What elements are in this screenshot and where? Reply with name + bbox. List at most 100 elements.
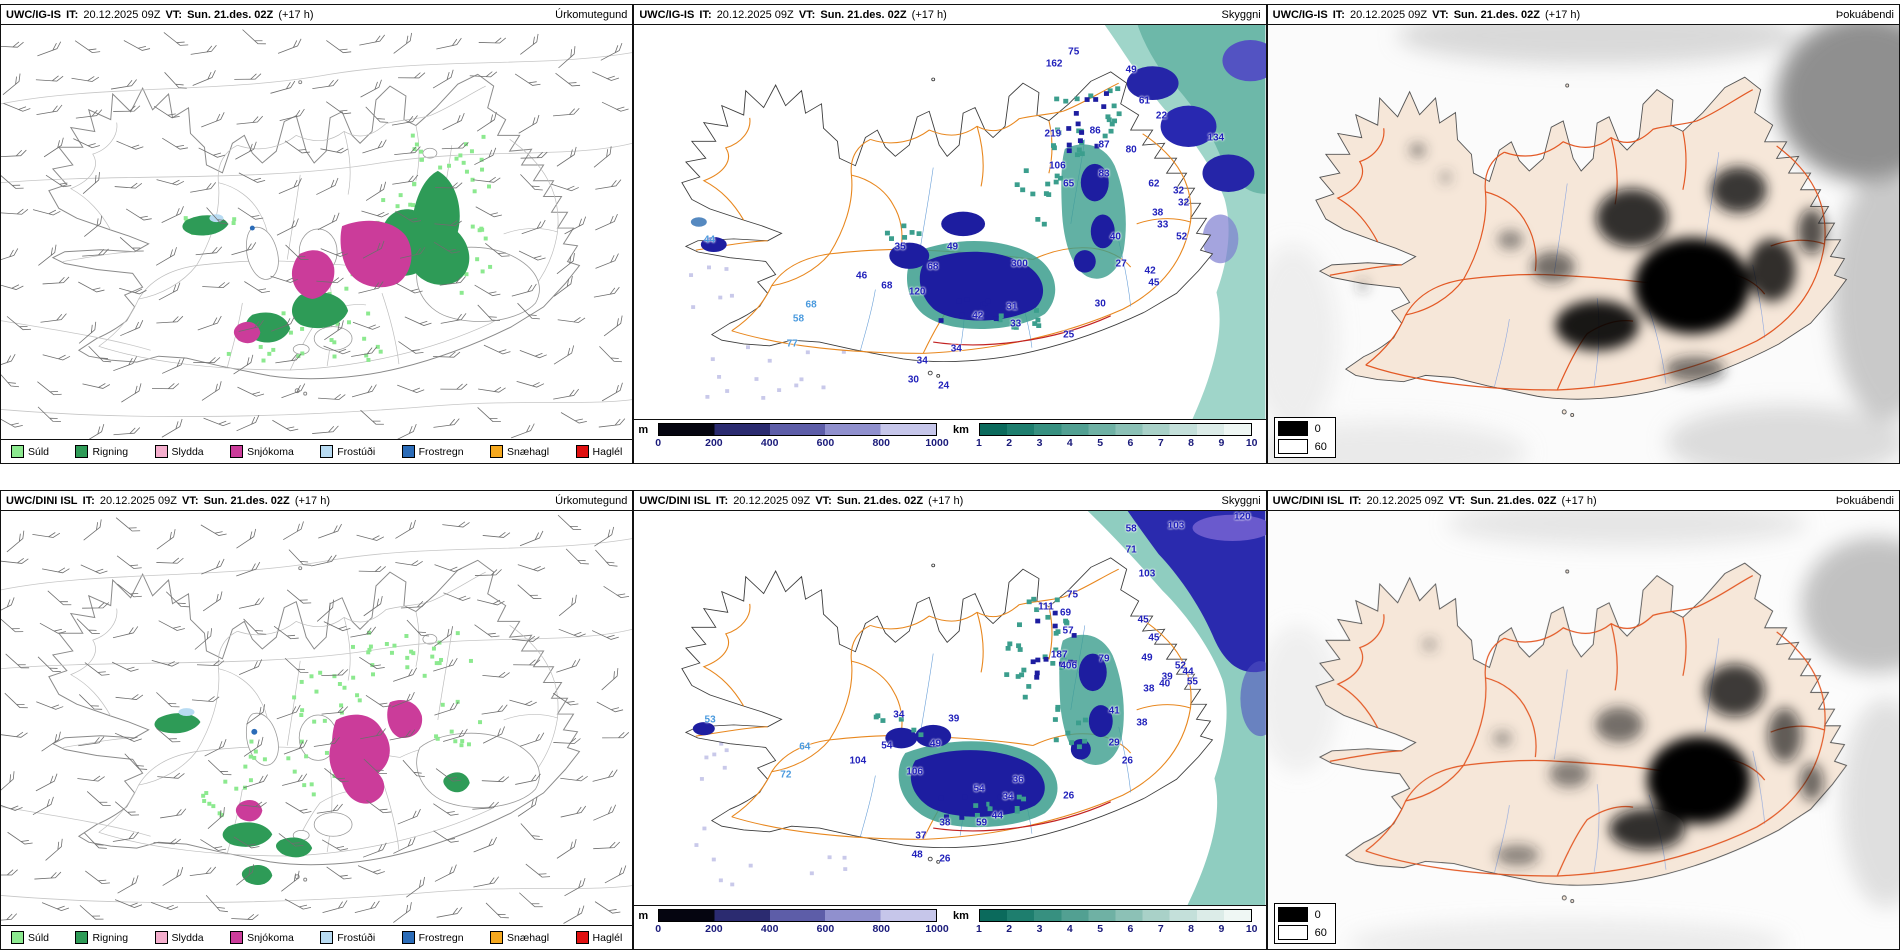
precip-legend: Súld Rigning Slydda Snjókoma Frostúði Fr…: [1, 925, 633, 949]
visibility-value: 104: [849, 755, 867, 767]
scale-tick: 8: [1188, 923, 1194, 935]
fog-legend-row: 0: [1277, 907, 1327, 922]
visibility-value: 86: [1089, 125, 1101, 137]
legend-label: Slydda: [171, 931, 204, 944]
scale-tick: 8: [1188, 437, 1194, 449]
visibility-value: 77: [786, 338, 798, 350]
visibility-value: 53: [704, 714, 716, 726]
panel-visibility-igis: UWC/IG-IS IT: 20.12.2025 09Z VT: Sun. 21…: [633, 4, 1267, 464]
vt-value: Sun. 21.des. 02Z: [1470, 494, 1557, 507]
visibility-value: 32: [1172, 185, 1185, 197]
visibility-map-igis[interactable]: 75 162 49 61 22 86 219 87 80 134 106 83 …: [634, 25, 1266, 419]
vt-label: VT:: [798, 8, 816, 21]
scale-tick: 3: [1036, 923, 1043, 935]
scale-tick: 1000: [925, 923, 949, 935]
panel-type-label: Þokuábendi: [1835, 8, 1894, 21]
fog-legend-swatch: [1277, 925, 1308, 940]
ocean-speckles: [689, 265, 847, 400]
legend-swatch: [320, 445, 334, 458]
ocean-visibility: [1088, 511, 1266, 905]
km-label: km: [953, 910, 969, 922]
ocean-visibility: [1105, 25, 1266, 419]
km-scale: km 1 2 3 4 5 6 7 8 9 10: [953, 909, 1258, 937]
precip-legend: Súld Rigning Slydda Snjókoma Frostúði Fr…: [1, 439, 633, 463]
scale-tick: 9: [1218, 923, 1225, 935]
scale-tick: 800: [872, 437, 890, 449]
visibility-value: 45: [1148, 277, 1160, 289]
offset-value: (+17 h): [928, 494, 964, 507]
visibility-scale: m 0 200 400 600 800 1000 km 1 2 3 4 5 6 7 8 9 10: [634, 905, 1266, 949]
vt-label: VT:: [1432, 8, 1449, 21]
visibility-value: 48: [911, 849, 923, 861]
visibility-value: 75: [1068, 46, 1080, 58]
visibility-value: 65: [1063, 178, 1075, 190]
visibility-value: 134: [1207, 132, 1225, 144]
legend-item: Snjókoma: [230, 445, 294, 458]
scale-tick: 7: [1157, 923, 1164, 935]
visibility-value: 30: [907, 374, 919, 386]
visibility-value: 34: [916, 355, 928, 367]
legend-swatch: [154, 931, 168, 944]
fog-scale-legend: 0 60: [1273, 903, 1336, 944]
run-info: UWC/IG-IS IT: 20.12.2025 09Z VT: Sun. 21…: [1273, 9, 1583, 21]
panel-type-label: Þokuábendi: [1835, 494, 1894, 507]
fog-legend-value: 60: [1314, 926, 1327, 939]
fog-map-igis[interactable]: 0 60: [1267, 25, 1899, 463]
ocean-shading: [1267, 511, 1899, 949]
visibility-value: 75: [1066, 589, 1079, 601]
visibility-value: 106: [906, 766, 923, 778]
it-value: 20.12.2025 09Z: [99, 494, 177, 507]
fog-legend-value: 0: [1314, 908, 1321, 921]
panel-header: UWC/IG-IS IT: 20.12.2025 09Z VT: Sun. 21…: [1267, 5, 1899, 25]
fog-legend-swatch: [1277, 421, 1308, 436]
visibility-value: 34: [950, 343, 962, 355]
visibility-value: 54: [973, 783, 985, 795]
visibility-value: 44: [1182, 666, 1194, 678]
legend-item: Haglél: [575, 931, 622, 944]
visibility-value: 49: [929, 738, 942, 750]
legend-label: Súld: [28, 445, 50, 458]
legend-item: Súld: [11, 931, 49, 944]
visibility-value: 300: [1011, 258, 1028, 270]
scale-tick: 5: [1097, 437, 1104, 449]
scale-tick: 0: [655, 437, 662, 449]
visibility-value: 106: [1048, 160, 1066, 172]
vt-value: Sun. 21.des. 02Z: [1453, 8, 1540, 21]
offset-value: (+17 h): [1544, 8, 1581, 21]
km-label: km: [953, 424, 969, 436]
visibility-value: 44: [703, 234, 716, 246]
model-name: UWC/IG-IS: [6, 8, 61, 21]
visibility-value: 64: [799, 741, 811, 753]
fog-map-dini[interactable]: 0 60: [1267, 511, 1899, 949]
precip-map-dini[interactable]: [1, 511, 633, 925]
meters-scale-bar: [658, 423, 937, 436]
visibility-value: 41: [1108, 705, 1120, 717]
panel-visibility-dini: UWC/DINI ISL IT: 20.12.2025 09Z VT: Sun.…: [633, 490, 1267, 950]
visibility-value: 49: [946, 241, 959, 253]
visibility-value: 44: [991, 810, 1003, 822]
legend-label: Snjókoma: [247, 445, 294, 458]
visibility-value: 33: [1157, 219, 1169, 231]
low-visibility-speckles: [938, 610, 1078, 820]
legend-item: Slydda: [154, 931, 204, 944]
model-name: UWC/IG-IS: [639, 8, 695, 21]
model-name: UWC/DINI ISL: [1272, 494, 1345, 507]
scale-tick: 1: [975, 437, 982, 449]
it-value: 20.12.2025 09Z: [716, 8, 794, 21]
vt-value: Sun. 21.des. 02Z: [820, 8, 907, 21]
fog-legend-swatch: [1277, 907, 1308, 922]
it-value: 20.12.2025 09Z: [1366, 494, 1444, 507]
visibility-value: 46: [856, 270, 868, 282]
visibility-value: 406: [1060, 660, 1078, 672]
legend-label: Rigning: [92, 445, 129, 458]
fog-scale-legend: 0 60: [1273, 417, 1336, 458]
visibility-map-dini[interactable]: 120 58 103 71 103 75 111 69 45 57 45 187…: [634, 511, 1266, 905]
visibility-value: 83: [1098, 168, 1110, 180]
fog-areas: [1357, 143, 1826, 382]
legend-swatch: [490, 445, 504, 458]
visibility-values-layer: 120 58 103 71 103 75 111 69 45 57 45 187…: [634, 511, 1265, 905]
km-scale-ticks: 1 2 3 4 5 6 7 8 9 10: [975, 436, 1258, 451]
precip-map-igis[interactable]: [1, 25, 633, 439]
it-value: 20.12.2025 09Z: [83, 8, 161, 21]
